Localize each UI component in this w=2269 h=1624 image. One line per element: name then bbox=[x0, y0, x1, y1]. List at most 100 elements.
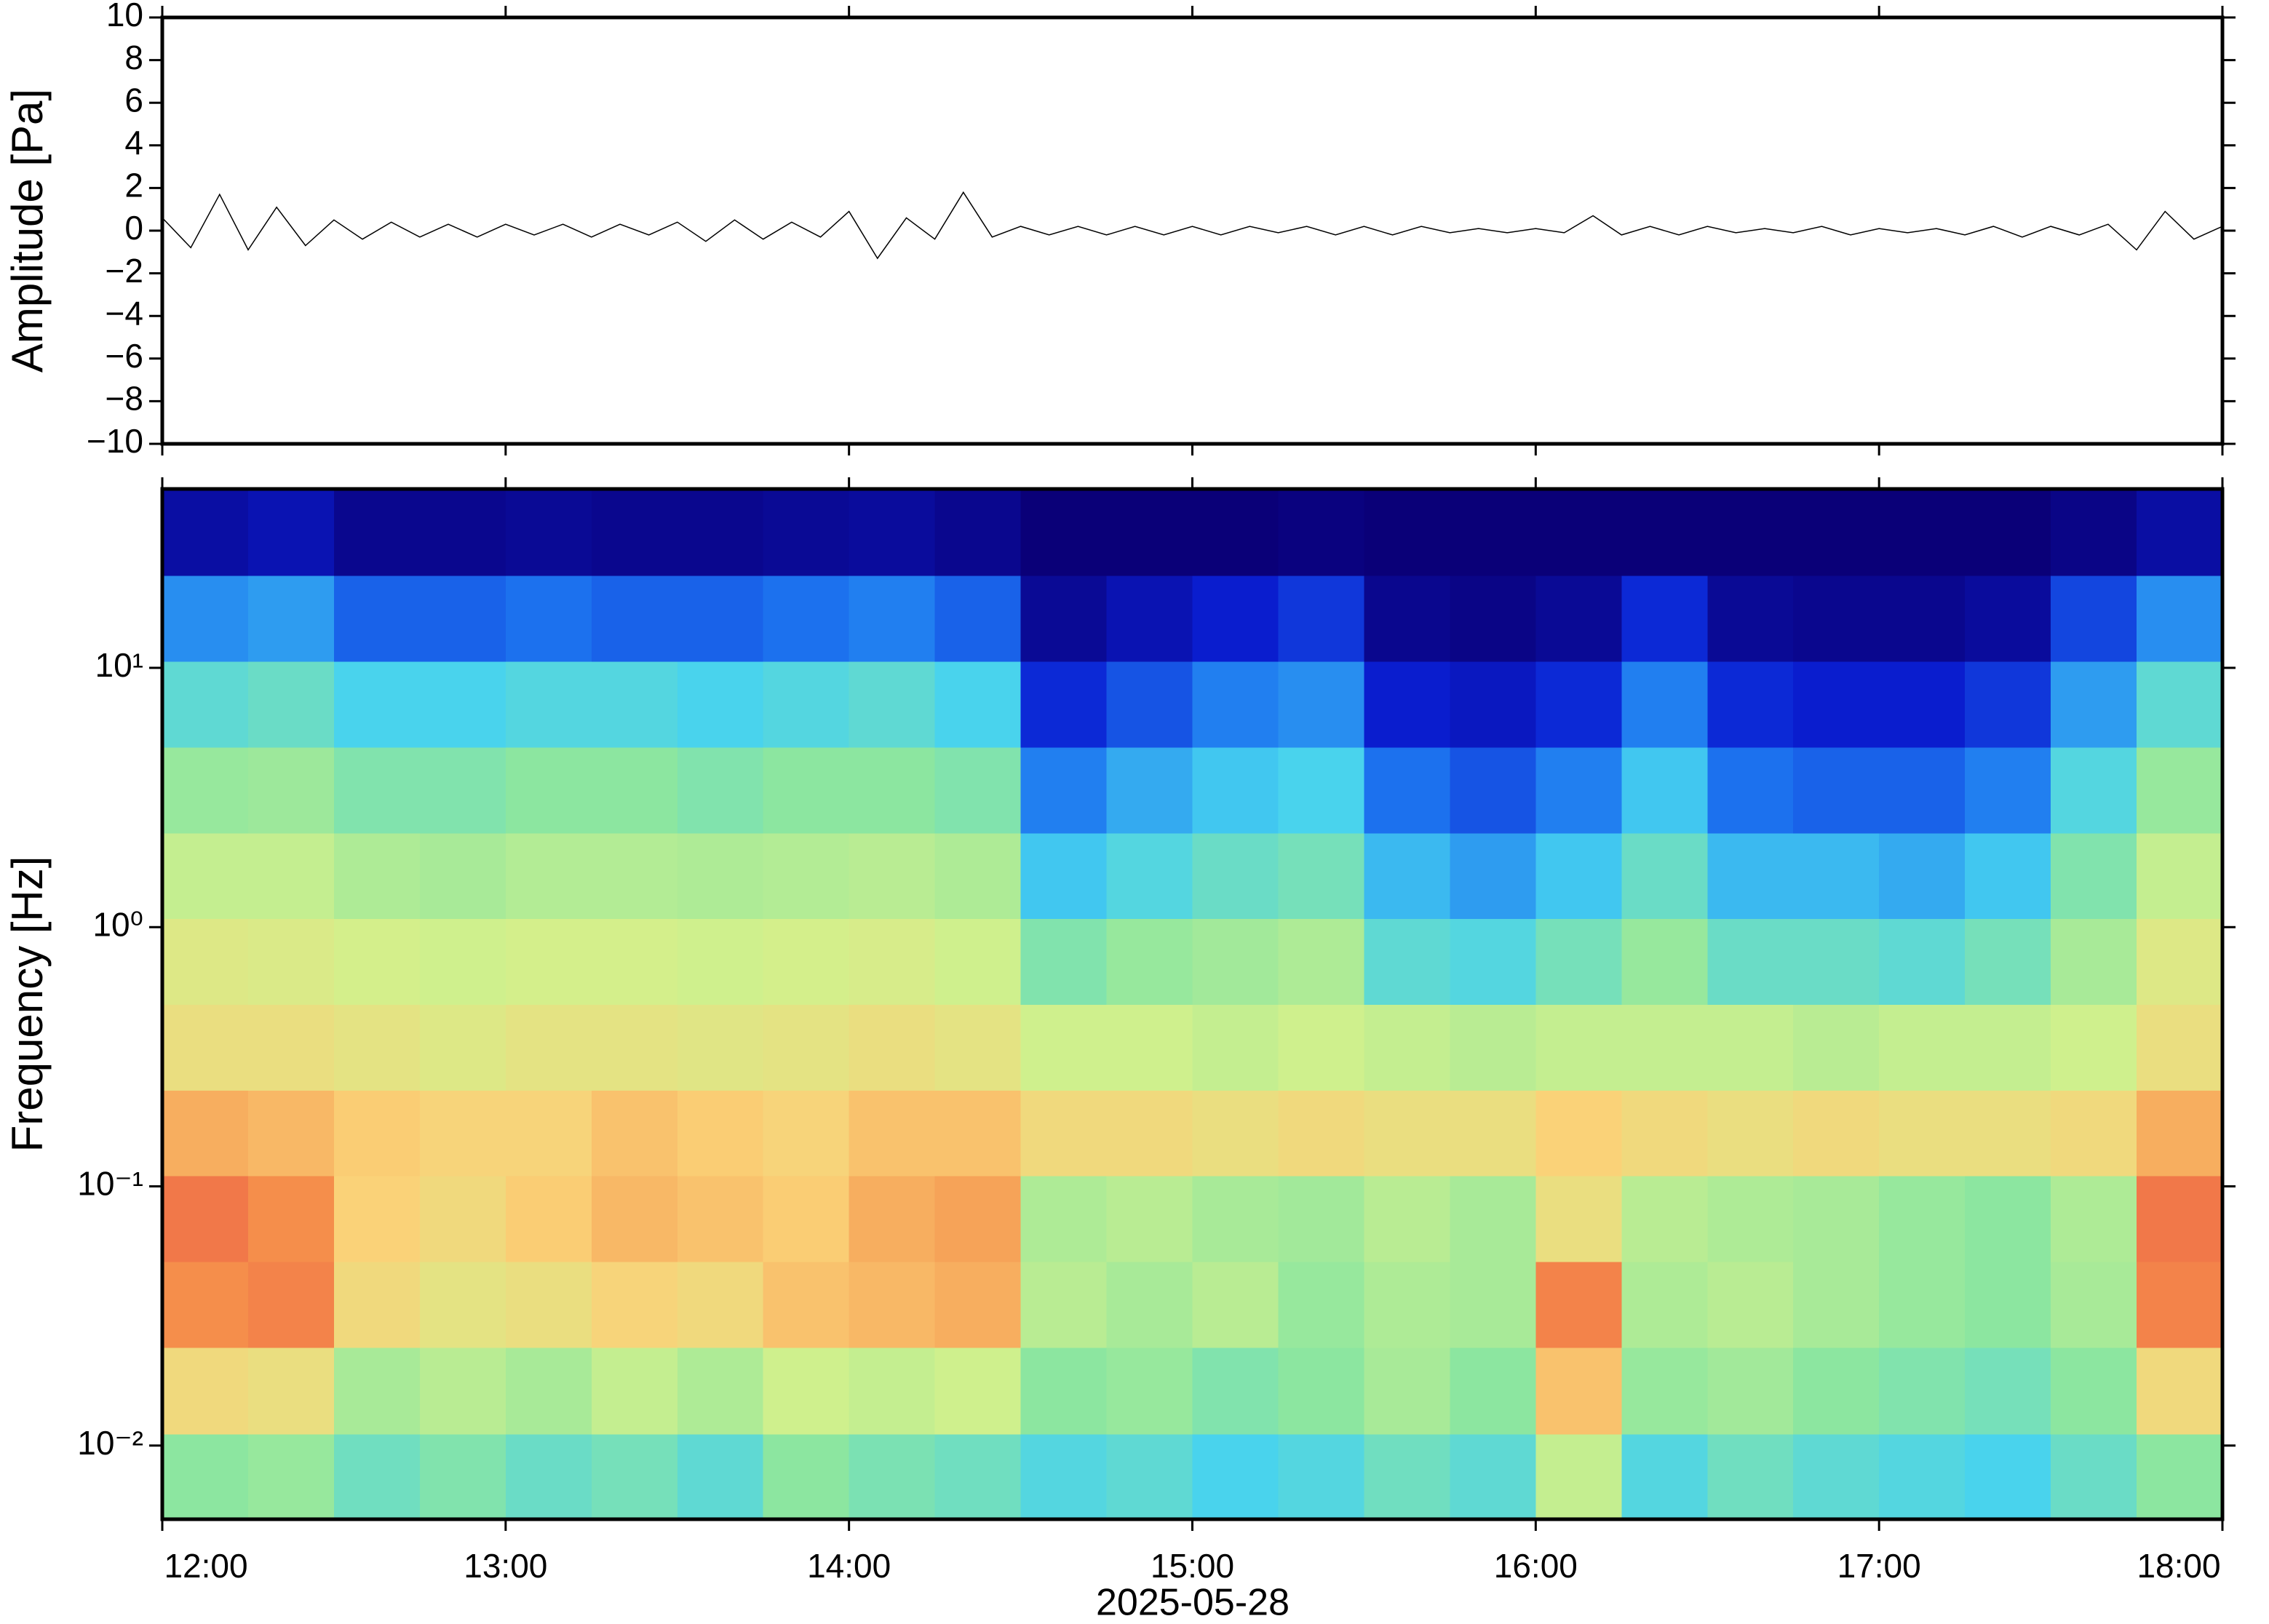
cell bbox=[2051, 1004, 2137, 1091]
cell bbox=[1450, 661, 1536, 748]
cell bbox=[1106, 661, 1193, 748]
cell bbox=[333, 832, 421, 919]
cell bbox=[1965, 918, 2051, 1005]
cell bbox=[1106, 576, 1193, 662]
cell bbox=[2137, 832, 2223, 919]
cell bbox=[1707, 918, 1794, 1005]
cell bbox=[1020, 489, 1108, 576]
cell bbox=[1020, 1347, 1108, 1435]
cell bbox=[1965, 1347, 2051, 1435]
cell bbox=[162, 576, 249, 662]
cell bbox=[419, 661, 506, 748]
cell bbox=[1364, 489, 1450, 576]
cell bbox=[1364, 1004, 1450, 1091]
cell bbox=[1707, 747, 1794, 834]
cell bbox=[333, 661, 421, 748]
cell bbox=[677, 576, 764, 662]
cell bbox=[1364, 918, 1450, 1005]
cell bbox=[1535, 489, 1622, 576]
cell bbox=[2051, 832, 2137, 919]
cell bbox=[1450, 832, 1536, 919]
cell bbox=[763, 1090, 850, 1177]
cell bbox=[419, 1433, 506, 1520]
cell bbox=[1278, 1433, 1365, 1520]
cell bbox=[1965, 1175, 2051, 1262]
y-tick-label: −8 bbox=[106, 380, 143, 418]
y-tick-label: 10 bbox=[106, 0, 143, 33]
cell bbox=[333, 1347, 421, 1435]
cell bbox=[1707, 1433, 1794, 1520]
x-tick-label: 15:00 bbox=[1151, 1547, 1234, 1585]
cell bbox=[591, 1347, 678, 1435]
cell bbox=[1020, 576, 1108, 662]
cell bbox=[1106, 1004, 1193, 1091]
y-tick-label: −4 bbox=[106, 294, 143, 332]
y-axis-label: Frequency [Hz] bbox=[3, 856, 52, 1153]
cell bbox=[1965, 832, 2051, 919]
cell bbox=[763, 1004, 850, 1091]
cell bbox=[1450, 1262, 1536, 1348]
cell bbox=[934, 918, 1022, 1005]
waveform-panel bbox=[162, 191, 2223, 260]
cell bbox=[247, 747, 335, 834]
cell bbox=[2051, 747, 2137, 834]
cell bbox=[1621, 747, 1708, 834]
cell bbox=[849, 1175, 936, 1262]
waveform bbox=[162, 191, 2223, 260]
cell bbox=[677, 1347, 764, 1435]
cell bbox=[1364, 832, 1450, 919]
cell bbox=[1965, 576, 2051, 662]
cell bbox=[2137, 1004, 2223, 1091]
cell bbox=[1106, 1347, 1193, 1435]
cell bbox=[505, 747, 592, 834]
cell bbox=[1621, 1090, 1708, 1177]
x-axis-label: 2025-05-28 bbox=[1096, 1582, 1290, 1624]
cell bbox=[505, 1347, 592, 1435]
cell bbox=[1364, 1090, 1450, 1177]
cell bbox=[1793, 661, 1880, 748]
cell bbox=[1364, 1175, 1450, 1262]
cell bbox=[591, 747, 678, 834]
cell bbox=[419, 1347, 506, 1435]
y-tick-label: 10⁻² bbox=[77, 1424, 143, 1462]
cell bbox=[934, 747, 1022, 834]
cell bbox=[591, 1004, 678, 1091]
cell bbox=[1879, 1004, 1966, 1091]
x-tick-label: 17:00 bbox=[1837, 1547, 1921, 1585]
cell bbox=[162, 1433, 249, 1520]
cell bbox=[1020, 1262, 1108, 1348]
cell bbox=[763, 918, 850, 1005]
cell bbox=[162, 661, 249, 748]
cell bbox=[1192, 1347, 1279, 1435]
cell bbox=[505, 661, 592, 748]
cell bbox=[2137, 1433, 2223, 1520]
cell bbox=[934, 832, 1022, 919]
cell bbox=[1793, 832, 1880, 919]
cell bbox=[505, 1090, 592, 1177]
cell bbox=[1020, 918, 1108, 1005]
cell bbox=[1879, 489, 1966, 576]
cell bbox=[505, 1433, 592, 1520]
cell bbox=[505, 1004, 592, 1091]
cell bbox=[1278, 918, 1365, 1005]
cell bbox=[1707, 1262, 1794, 1348]
spectrogram bbox=[162, 489, 2223, 1520]
cell bbox=[162, 1090, 249, 1177]
cell bbox=[1450, 489, 1536, 576]
cell bbox=[1192, 747, 1279, 834]
cell bbox=[1535, 1433, 1622, 1520]
cell bbox=[591, 832, 678, 919]
cell bbox=[247, 661, 335, 748]
cell bbox=[1278, 1090, 1365, 1177]
cell bbox=[2051, 1433, 2137, 1520]
cell bbox=[849, 489, 936, 576]
cell bbox=[247, 576, 335, 662]
cell bbox=[2051, 1090, 2137, 1177]
cell bbox=[849, 576, 936, 662]
cell bbox=[934, 1090, 1022, 1177]
cell bbox=[763, 747, 850, 834]
cell bbox=[333, 489, 421, 576]
cell bbox=[1793, 747, 1880, 834]
cell bbox=[763, 1347, 850, 1435]
